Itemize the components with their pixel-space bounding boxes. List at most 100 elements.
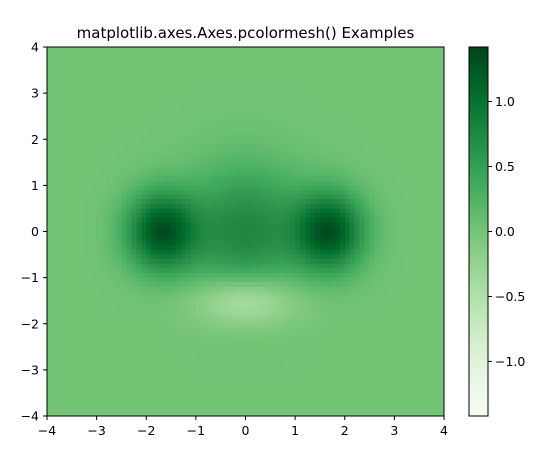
- heatmap-cell: [156, 139, 162, 145]
- heatmap-cell: [280, 236, 286, 242]
- heatmap-cell: [329, 47, 336, 53]
- heatmap-cell: [96, 180, 103, 186]
- heatmap-cell: [270, 286, 276, 293]
- heatmap-cell: [225, 111, 232, 117]
- heatmap-cell: [96, 189, 103, 196]
- heatmap-cell: [111, 332, 118, 339]
- heatmap-cell: [394, 282, 400, 288]
- heatmap-cell: [265, 199, 271, 205]
- heatmap-cell: [354, 83, 361, 90]
- heatmap-cell: [185, 319, 192, 325]
- heatmap-cell: [111, 273, 118, 279]
- heatmap-cell: [255, 130, 261, 136]
- heatmap-cell: [116, 217, 123, 223]
- heatmap-cell: [210, 65, 217, 71]
- heatmap-cell: [384, 189, 391, 196]
- heatmap-cell: [280, 125, 286, 131]
- heatmap-cell: [61, 282, 68, 288]
- heatmap-cell: [151, 194, 157, 200]
- heatmap-cell: [434, 102, 440, 108]
- heatmap-cell: [56, 157, 63, 163]
- heatmap-cell: [190, 116, 197, 122]
- heatmap-cell: [245, 60, 252, 67]
- heatmap-cell: [429, 116, 435, 122]
- heatmap-cell: [185, 273, 192, 279]
- heatmap-cell: [349, 125, 356, 131]
- heatmap-cell: [185, 47, 192, 53]
- heatmap-cell: [146, 213, 152, 219]
- heatmap-cell: [349, 74, 356, 80]
- heatmap-cell: [324, 143, 331, 150]
- heatmap-cell: [56, 60, 63, 67]
- heatmap-cell: [265, 305, 271, 311]
- heatmap-cell: [151, 153, 157, 159]
- heatmap-cell: [319, 328, 326, 334]
- heatmap-cell: [166, 236, 172, 242]
- heatmap-cell: [305, 259, 311, 265]
- heatmap-cell: [76, 153, 83, 159]
- heatmap-cell: [101, 268, 108, 274]
- heatmap-cell: [56, 171, 63, 177]
- heatmap-cell: [305, 328, 311, 334]
- heatmap-cell: [404, 166, 410, 173]
- heatmap-cell: [230, 226, 237, 233]
- heatmap-cell: [96, 47, 103, 53]
- heatmap-cell: [379, 254, 386, 260]
- heatmap-cell: [379, 263, 386, 269]
- heatmap-cell: [220, 309, 227, 316]
- heatmap-cell: [429, 106, 435, 113]
- heatmap-cell: [424, 88, 430, 94]
- heatmap-cell: [389, 319, 395, 325]
- heatmap-cell: [329, 65, 336, 71]
- heatmap-cell: [126, 83, 132, 90]
- heatmap-cell: [200, 231, 207, 237]
- heatmap-cell: [349, 305, 356, 311]
- heatmap-cell: [245, 296, 252, 302]
- heatmap-cell: [180, 249, 187, 256]
- heatmap-cell: [151, 245, 157, 251]
- heatmap-cell: [210, 125, 217, 131]
- heatmap-cell: [265, 166, 271, 173]
- heatmap-cell: [126, 185, 132, 191]
- heatmap-cell: [324, 194, 331, 200]
- heatmap-cell: [364, 79, 371, 85]
- heatmap-cell: [260, 282, 266, 288]
- heatmap-cell: [161, 70, 167, 76]
- heatmap-cell: [270, 254, 276, 260]
- heatmap-cell: [310, 222, 316, 228]
- heatmap-cell: [210, 111, 217, 117]
- heatmap-cell: [220, 236, 227, 242]
- heatmap-cell: [389, 153, 395, 159]
- heatmap-cell: [349, 259, 356, 265]
- heatmap-cell: [329, 309, 336, 316]
- heatmap-cell: [126, 79, 132, 85]
- heatmap-cell: [220, 185, 227, 191]
- heatmap-cell: [96, 65, 103, 71]
- heatmap-cell: [439, 65, 444, 71]
- heatmap-cell: [339, 176, 346, 182]
- heatmap-cell: [121, 88, 127, 94]
- heatmap-cell: [151, 130, 157, 136]
- heatmap-cell: [235, 148, 242, 154]
- heatmap-cell: [185, 88, 192, 94]
- heatmap-cell: [230, 314, 237, 320]
- heatmap-cell: [424, 74, 430, 80]
- heatmap-cell: [329, 74, 336, 80]
- heatmap-cell: [51, 332, 58, 339]
- heatmap-cell: [176, 217, 182, 223]
- heatmap-cell: [310, 102, 316, 108]
- heatmap-cell: [250, 106, 257, 113]
- heatmap-cell: [359, 273, 366, 279]
- heatmap-cell: [260, 176, 266, 182]
- heatmap-cell: [111, 222, 118, 228]
- heatmap-cell: [399, 106, 405, 113]
- heatmap-cell: [374, 319, 381, 325]
- heatmap-cell: [349, 116, 356, 122]
- heatmap-cell: [205, 249, 212, 256]
- heatmap-cell: [86, 305, 93, 311]
- heatmap-cell: [285, 102, 291, 108]
- heatmap-cell: [414, 282, 420, 288]
- heatmap-cell: [156, 130, 162, 136]
- heatmap-cell: [364, 222, 371, 228]
- heatmap-cell: [364, 194, 371, 200]
